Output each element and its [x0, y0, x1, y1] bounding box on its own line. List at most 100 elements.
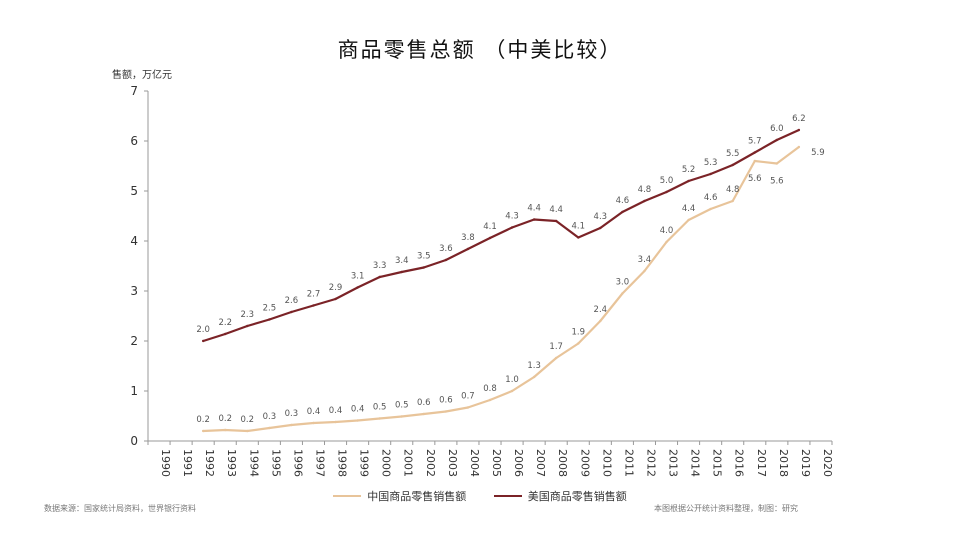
- x-tick-label: 2015: [711, 449, 724, 477]
- data-point: [643, 199, 646, 203]
- data-point: [731, 199, 734, 203]
- x-tick-label: 1992: [203, 449, 216, 477]
- x-tick-label: 2007: [534, 449, 547, 477]
- data-point: [532, 218, 536, 221]
- data-point: [224, 332, 227, 336]
- data-point: [466, 247, 470, 251]
- data-point: [444, 410, 448, 413]
- x-tick-label: 2008: [556, 449, 569, 477]
- data-point: [488, 398, 492, 402]
- data-point: [444, 258, 448, 262]
- data-point: [290, 310, 293, 314]
- data-point: [378, 417, 381, 420]
- data-label: 2.9: [329, 283, 343, 293]
- data-point: [246, 429, 249, 433]
- y-tick-label: 1: [130, 384, 138, 398]
- x-tick-label: 2004: [468, 449, 481, 477]
- data-label: 3.4: [638, 255, 652, 265]
- data-point: [599, 319, 602, 323]
- legend-swatch-china: [333, 495, 362, 497]
- x-tick-label: 1991: [181, 449, 194, 477]
- data-label: 4.1: [571, 222, 585, 232]
- data-point: [400, 270, 403, 274]
- data-point: [577, 342, 580, 345]
- data-point: [334, 420, 337, 424]
- data-label: 5.0: [660, 176, 674, 186]
- series-line: [202, 128, 800, 343]
- data-label: 4.6: [704, 193, 718, 203]
- x-tick-label: 2009: [578, 449, 591, 477]
- data-label: 4.4: [527, 204, 541, 214]
- data-label: 0.7: [461, 392, 475, 402]
- x-tick-label: 1997: [313, 449, 326, 477]
- data-label: 3.8: [461, 233, 475, 243]
- data-point: [621, 292, 624, 295]
- chart-title: 商品零售总额 （中美比较）: [337, 38, 623, 62]
- data-label: 4.4: [682, 204, 696, 214]
- data-point: [599, 226, 602, 230]
- data-point: [201, 339, 205, 343]
- data-point: [643, 269, 646, 273]
- data-label: 2.5: [263, 304, 277, 314]
- data-label: 3.6: [439, 244, 453, 254]
- data-label: 4.8: [726, 185, 740, 195]
- data-label: 2.2: [218, 318, 232, 328]
- data-point: [797, 128, 801, 132]
- x-tick-label: 2002: [424, 449, 437, 477]
- y-tick-label: 5: [130, 184, 138, 198]
- legend-label-china: 中国商品零售销售额: [367, 490, 467, 503]
- data-point: [488, 236, 492, 240]
- x-tick-label: 2001: [402, 449, 415, 477]
- y-axis-label: 售额，万亿元: [112, 70, 172, 81]
- y-tick-label: 0: [130, 434, 138, 448]
- data-label: 0.3: [263, 412, 277, 422]
- data-label: 4.1: [483, 222, 497, 232]
- data-point: [753, 159, 756, 163]
- y-tick-label: 7: [130, 84, 138, 98]
- data-point: [224, 428, 227, 432]
- data-label: 0.5: [373, 403, 387, 413]
- data-label: 4.4: [549, 205, 563, 215]
- legend-label-us: 美国商品零售销售额: [527, 490, 627, 503]
- x-tick-label: 2005: [490, 449, 503, 477]
- data-label: 6.2: [792, 114, 806, 124]
- series-line: [203, 146, 800, 433]
- data-point: [621, 210, 624, 214]
- data-label: 2.0: [196, 325, 210, 335]
- data-label: 0.3: [285, 409, 299, 419]
- legend-item-us: 美国商品零售销售额: [493, 488, 627, 504]
- data-label: 1.3: [527, 361, 541, 371]
- data-point: [201, 429, 205, 433]
- x-tick-label: 2017: [755, 449, 768, 477]
- data-label: 2.7: [307, 290, 321, 300]
- data-point: [510, 226, 514, 229]
- y-tick-label: 4: [130, 234, 138, 248]
- data-point: [268, 426, 271, 430]
- x-tick-label: 2018: [777, 449, 790, 477]
- data-label: 0.8: [483, 384, 497, 394]
- data-point: [400, 415, 403, 418]
- data-point: [312, 421, 315, 425]
- y-tick-label: 6: [130, 134, 138, 148]
- data-point: [422, 412, 426, 416]
- x-tick-label: 2014: [689, 449, 702, 477]
- y-tick-label: 3: [130, 284, 138, 298]
- x-tick-label: 1999: [358, 449, 371, 477]
- data-label: 2.4: [594, 305, 608, 315]
- x-tick-label: 2003: [446, 449, 459, 477]
- x-tick-label: 2016: [733, 449, 746, 477]
- x-tick-label: 1993: [225, 449, 238, 477]
- x-tick-label: 1996: [291, 449, 304, 477]
- data-point: [268, 318, 271, 321]
- data-point: [532, 375, 536, 379]
- x-tick-label: 1998: [336, 449, 349, 477]
- credit-note: 本图根据公开统计资料整理，制图：研究: [654, 504, 798, 513]
- data-label: 1.7: [549, 342, 563, 352]
- legend-item-china: 中国商品零售销售额: [333, 488, 466, 504]
- data-label: 4.3: [594, 212, 608, 222]
- x-tick-label: 1990: [159, 449, 172, 477]
- data-label: 1.9: [571, 328, 585, 338]
- data-label: 0.2: [218, 414, 232, 424]
- data-point: [290, 423, 293, 427]
